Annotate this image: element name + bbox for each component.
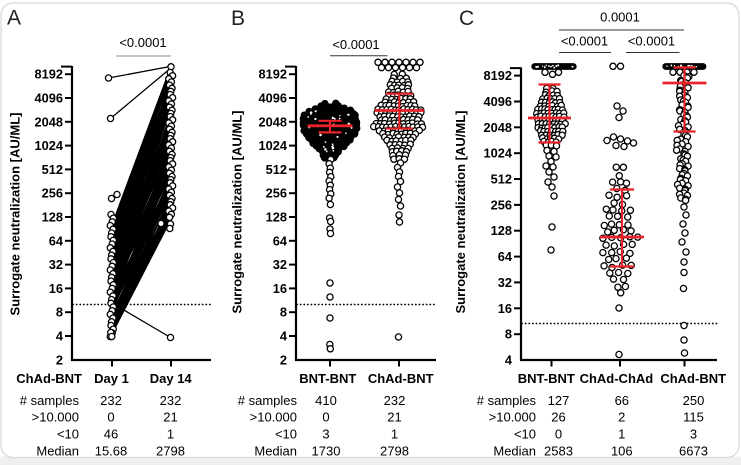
svg-text:106: 106 bbox=[611, 443, 633, 458]
svg-text:ChAd-ChAd: ChAd-ChAd bbox=[580, 371, 654, 386]
svg-text:8192: 8192 bbox=[484, 68, 512, 83]
svg-text:15.68: 15.68 bbox=[95, 443, 128, 458]
svg-text:2048: 2048 bbox=[484, 120, 512, 135]
svg-text:0.0001: 0.0001 bbox=[600, 10, 640, 25]
svg-text:<10: <10 bbox=[275, 426, 297, 441]
svg-text:1024: 1024 bbox=[259, 138, 288, 153]
svg-text:232: 232 bbox=[160, 393, 182, 408]
svg-text:410: 410 bbox=[315, 393, 337, 408]
svg-text:21: 21 bbox=[163, 410, 177, 425]
svg-text:Day 1: Day 1 bbox=[94, 371, 129, 386]
svg-text:3: 3 bbox=[322, 426, 329, 441]
svg-text:1730: 1730 bbox=[312, 443, 341, 458]
svg-text:66: 66 bbox=[615, 393, 629, 408]
svg-text:256: 256 bbox=[42, 186, 63, 201]
svg-text:B: B bbox=[231, 7, 245, 30]
svg-text:1024: 1024 bbox=[484, 146, 513, 161]
svg-text:16: 16 bbox=[49, 281, 63, 296]
svg-text:Median: Median bbox=[493, 443, 536, 458]
svg-text:1: 1 bbox=[618, 426, 625, 441]
svg-text:ChAd-BNT: ChAd-BNT bbox=[16, 371, 82, 386]
svg-text:2798: 2798 bbox=[380, 443, 409, 458]
svg-text:A: A bbox=[7, 7, 21, 30]
svg-text:232: 232 bbox=[384, 393, 406, 408]
svg-text:>10.000: >10.000 bbox=[489, 410, 536, 425]
svg-text:128: 128 bbox=[42, 210, 63, 225]
svg-text:127: 127 bbox=[548, 393, 570, 408]
svg-text:# samples: # samples bbox=[238, 393, 298, 408]
svg-text:<10: <10 bbox=[57, 426, 79, 441]
svg-text:4: 4 bbox=[56, 329, 64, 344]
svg-text:4096: 4096 bbox=[484, 94, 512, 109]
svg-text:<0.0001: <0.0001 bbox=[332, 37, 379, 52]
svg-text:512: 512 bbox=[42, 162, 63, 177]
svg-text:8: 8 bbox=[505, 327, 512, 342]
svg-text:Median: Median bbox=[36, 443, 79, 458]
svg-text:Surrogate neutralization [AU/M: Surrogate neutralization [AU/ML] bbox=[230, 111, 245, 314]
svg-text:512: 512 bbox=[491, 172, 512, 187]
svg-text:21: 21 bbox=[387, 410, 401, 425]
svg-text:Surrogate neutralization [AU/M: Surrogate neutralization [AU/ML] bbox=[453, 111, 468, 314]
svg-text:<0.0001: <0.0001 bbox=[561, 34, 608, 49]
svg-text:128: 128 bbox=[491, 223, 512, 238]
svg-text:2798: 2798 bbox=[156, 443, 185, 458]
svg-text:<0.0001: <0.0001 bbox=[628, 34, 675, 49]
svg-text:0: 0 bbox=[555, 426, 562, 441]
svg-text:ChAd-BNT: ChAd-BNT bbox=[368, 371, 434, 386]
svg-text:4: 4 bbox=[280, 329, 288, 344]
svg-text:2: 2 bbox=[56, 352, 63, 367]
svg-text:<0.0001: <0.0001 bbox=[119, 35, 166, 50]
svg-text:250: 250 bbox=[683, 393, 705, 408]
svg-text:8: 8 bbox=[280, 305, 287, 320]
svg-text:4096: 4096 bbox=[259, 91, 287, 106]
svg-text:32: 32 bbox=[273, 257, 287, 272]
svg-text:Median: Median bbox=[254, 443, 297, 458]
svg-text:ChAd-BNT: ChAd-BNT bbox=[660, 371, 726, 386]
svg-text:32: 32 bbox=[498, 275, 512, 290]
svg-text:128: 128 bbox=[266, 210, 287, 225]
svg-text:46: 46 bbox=[104, 426, 118, 441]
svg-text:8192: 8192 bbox=[259, 67, 287, 82]
svg-text:2: 2 bbox=[280, 352, 287, 367]
svg-text:16: 16 bbox=[273, 281, 287, 296]
svg-text:256: 256 bbox=[266, 186, 287, 201]
svg-text:232: 232 bbox=[100, 393, 122, 408]
svg-text:0: 0 bbox=[322, 410, 329, 425]
svg-text:6673: 6673 bbox=[679, 443, 708, 458]
svg-text:BNT-BNT: BNT-BNT bbox=[299, 371, 356, 386]
svg-text:8192: 8192 bbox=[35, 67, 63, 82]
svg-text:BNT-BNT: BNT-BNT bbox=[518, 371, 575, 386]
svg-text:32: 32 bbox=[49, 257, 63, 272]
svg-text:512: 512 bbox=[266, 162, 287, 177]
svg-text:64: 64 bbox=[273, 233, 288, 248]
svg-text:# samples: # samples bbox=[477, 393, 537, 408]
svg-text:4096: 4096 bbox=[35, 91, 63, 106]
svg-text:Day 14: Day 14 bbox=[150, 371, 193, 386]
svg-text:64: 64 bbox=[498, 249, 513, 264]
svg-text:C: C bbox=[459, 7, 474, 30]
svg-text:3: 3 bbox=[690, 426, 697, 441]
svg-text:2048: 2048 bbox=[259, 114, 287, 129]
svg-text:8: 8 bbox=[56, 305, 63, 320]
svg-text:26: 26 bbox=[551, 410, 565, 425]
svg-text:>10.000: >10.000 bbox=[250, 410, 297, 425]
svg-text:1: 1 bbox=[391, 426, 398, 441]
svg-text:# samples: # samples bbox=[20, 393, 80, 408]
svg-text:2: 2 bbox=[618, 410, 625, 425]
svg-text:256: 256 bbox=[491, 197, 512, 212]
svg-text:2583: 2583 bbox=[544, 443, 573, 458]
svg-text:Surrogate neutralization [AU/M: Surrogate neutralization [AU/ML] bbox=[8, 113, 23, 316]
svg-text:1024: 1024 bbox=[35, 138, 64, 153]
svg-text:>10.000: >10.000 bbox=[32, 410, 79, 425]
svg-text:115: 115 bbox=[683, 410, 704, 425]
svg-text:4: 4 bbox=[505, 353, 513, 368]
svg-text:2048: 2048 bbox=[35, 114, 63, 129]
svg-text:64: 64 bbox=[49, 233, 64, 248]
svg-text:1: 1 bbox=[167, 426, 174, 441]
svg-text:<10: <10 bbox=[514, 426, 536, 441]
svg-text:16: 16 bbox=[498, 301, 512, 316]
svg-text:0: 0 bbox=[107, 410, 114, 425]
